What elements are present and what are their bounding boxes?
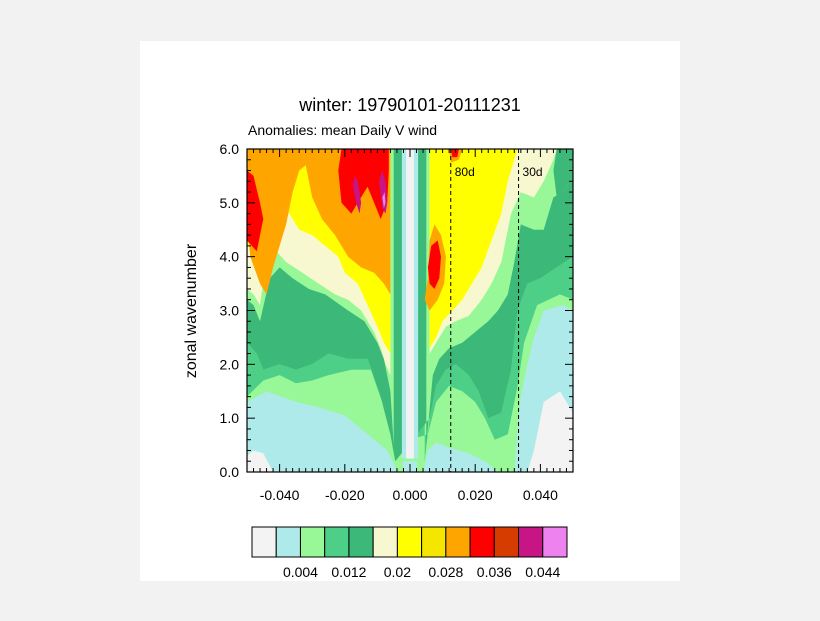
colorbar-label-4: 0.036 <box>477 564 512 580</box>
colorbar-box-4 <box>348 526 374 558</box>
contour-field <box>247 149 573 472</box>
y-tick-label-2: 2.0 <box>220 356 240 372</box>
contour-band-16 <box>450 149 459 158</box>
y-tick-label-5: 5.0 <box>220 195 240 211</box>
colorbar-box-1 <box>275 526 301 558</box>
contour-band-14 <box>427 240 441 289</box>
x-tick-label-3: 0.020 <box>458 487 493 503</box>
y-tick-label-3: 3.0 <box>220 303 240 319</box>
colorbar: 0.004 0.012 0.02 0.028 0.036 0.044 <box>251 526 568 580</box>
colorbar-box-12 <box>542 526 568 558</box>
y-tick-label-0: 0.0 <box>220 464 240 480</box>
contour-band-12 <box>382 192 386 209</box>
colorbar-label-2: 0.02 <box>384 564 411 580</box>
colorbar-label-3: 0.028 <box>428 564 463 580</box>
contour-band-20 <box>247 391 573 472</box>
colorbar-box-3 <box>324 526 350 558</box>
contour-band-17 <box>553 149 573 198</box>
colorbar-box-8 <box>445 526 471 558</box>
y-tick-label-1: 1.0 <box>220 410 240 426</box>
chart-subtitle: Anomalies: mean Daily V wind <box>248 122 437 138</box>
colorbar-box-0 <box>251 526 277 558</box>
colorbar-box-7 <box>421 526 447 558</box>
x-tick-label-2: 0.000 <box>392 487 427 503</box>
x-tick-label-4: 0.040 <box>523 487 558 503</box>
contour-band-10 <box>352 175 362 214</box>
reference-line-label-0: 80d <box>455 165 475 179</box>
y-tick-label-6: 6.0 <box>220 141 240 157</box>
colorbar-label-1: 0.012 <box>331 564 366 580</box>
contour-band-9 <box>338 149 389 219</box>
y-axis-label: zonal wavenumber <box>183 243 200 378</box>
colorbar-label-5: 0.044 <box>525 564 560 580</box>
chart-title: winter: 19790101-20111231 <box>298 95 521 115</box>
colorbar-box-10 <box>493 526 520 558</box>
contour-band-7 <box>247 170 264 252</box>
colorbar-box-5 <box>372 526 398 558</box>
contour-band-19 <box>406 149 414 459</box>
reference-lines: 80d 30d <box>450 149 543 472</box>
plot-axes: 0.0 1.0 2.0 3.0 4.0 5.0 6.0 -0.040 -0.020 0.000 0.… <box>220 141 574 503</box>
reference-line-label-1: 30d <box>523 165 543 179</box>
colorbar-box-2 <box>299 526 326 558</box>
colorbar-box-9 <box>469 526 495 558</box>
y-tick-label-4: 4.0 <box>220 249 240 265</box>
colorbar-label-0: 0.004 <box>283 564 318 580</box>
x-tick-label-1: -0.020 <box>325 487 365 503</box>
colorbar-box-11 <box>518 526 544 558</box>
x-tick-label-0: -0.040 <box>260 487 300 503</box>
colorbar-box-6 <box>396 526 423 558</box>
